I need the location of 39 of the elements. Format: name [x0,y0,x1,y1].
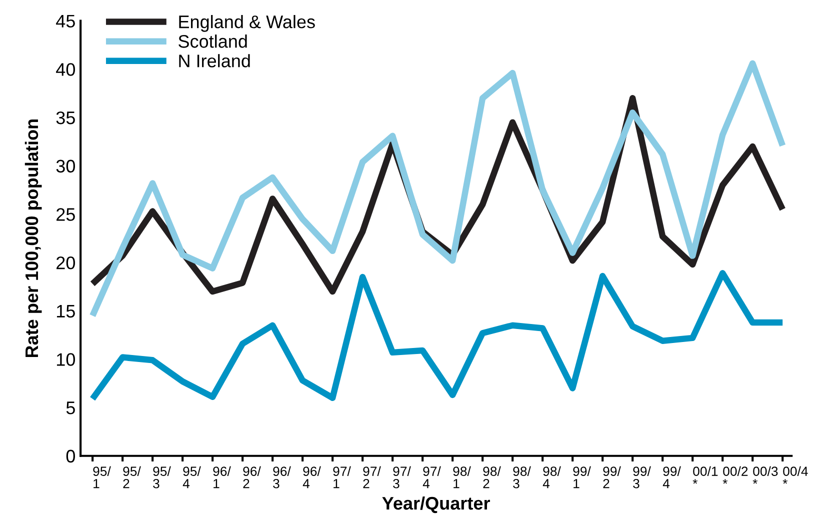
x-tick-label: 98/ 4 [542,466,561,488]
x-tick-label: 95/ 4 [182,466,201,488]
y-tick-label: 5 [66,402,75,414]
y-tick-label: 45 [56,14,75,28]
y-tick-label: 15 [56,304,75,318]
x-tick-label: 95/ 2 [123,466,141,488]
y-axis-title: Rate per 100,000 population [24,120,42,358]
x-tick-label: 96/ 3 [273,466,291,488]
x-tick-label: 97/ 4 [422,466,441,488]
x-tick-label: 97/ 1 [333,466,351,488]
x-tick-label: 95/ 1 [93,466,111,488]
x-tick-label: 00/1 * [692,466,718,484]
x-tick-label: 99/ 4 [662,466,681,488]
x-axis-title: Year/Quarter [382,496,490,514]
y-tick-label: 30 [56,160,75,173]
x-tick-label: 97/ 2 [363,466,381,488]
x-tick-label: 98/ 3 [513,466,531,488]
y-tick-label: 10 [56,353,75,366]
y-tick-label: 0 [66,450,75,463]
x-tick-label: 99/ 1 [573,466,591,488]
x-tick-label: 95/ 3 [153,466,171,488]
y-tick-label: 35 [56,111,75,124]
x-tick-label: 00/4 * [782,466,808,484]
legend-label: N Ireland [179,54,250,68]
y-tick-label: 20 [56,256,75,270]
x-tick-label: 96/ 1 [213,466,231,488]
x-tick-label: 99/ 3 [633,466,651,488]
x-tick-label: 97/ 3 [393,466,411,488]
x-tick-label: 00/2 * [722,466,748,484]
x-tick-label: 98/ 1 [453,466,471,488]
legend-label: England & Wales [179,15,315,32]
x-tick-label: 96/ 4 [302,466,321,488]
legend-label: Scotland [178,34,247,48]
x-tick-label: 00/3 * [752,466,778,484]
x-tick-label: 98/ 2 [483,466,501,488]
y-tick-label: 40 [56,63,75,76]
x-tick-label: 99/ 2 [603,466,621,488]
y-tick-label: 25 [56,208,75,221]
x-tick-label: 96/ 2 [243,466,261,488]
